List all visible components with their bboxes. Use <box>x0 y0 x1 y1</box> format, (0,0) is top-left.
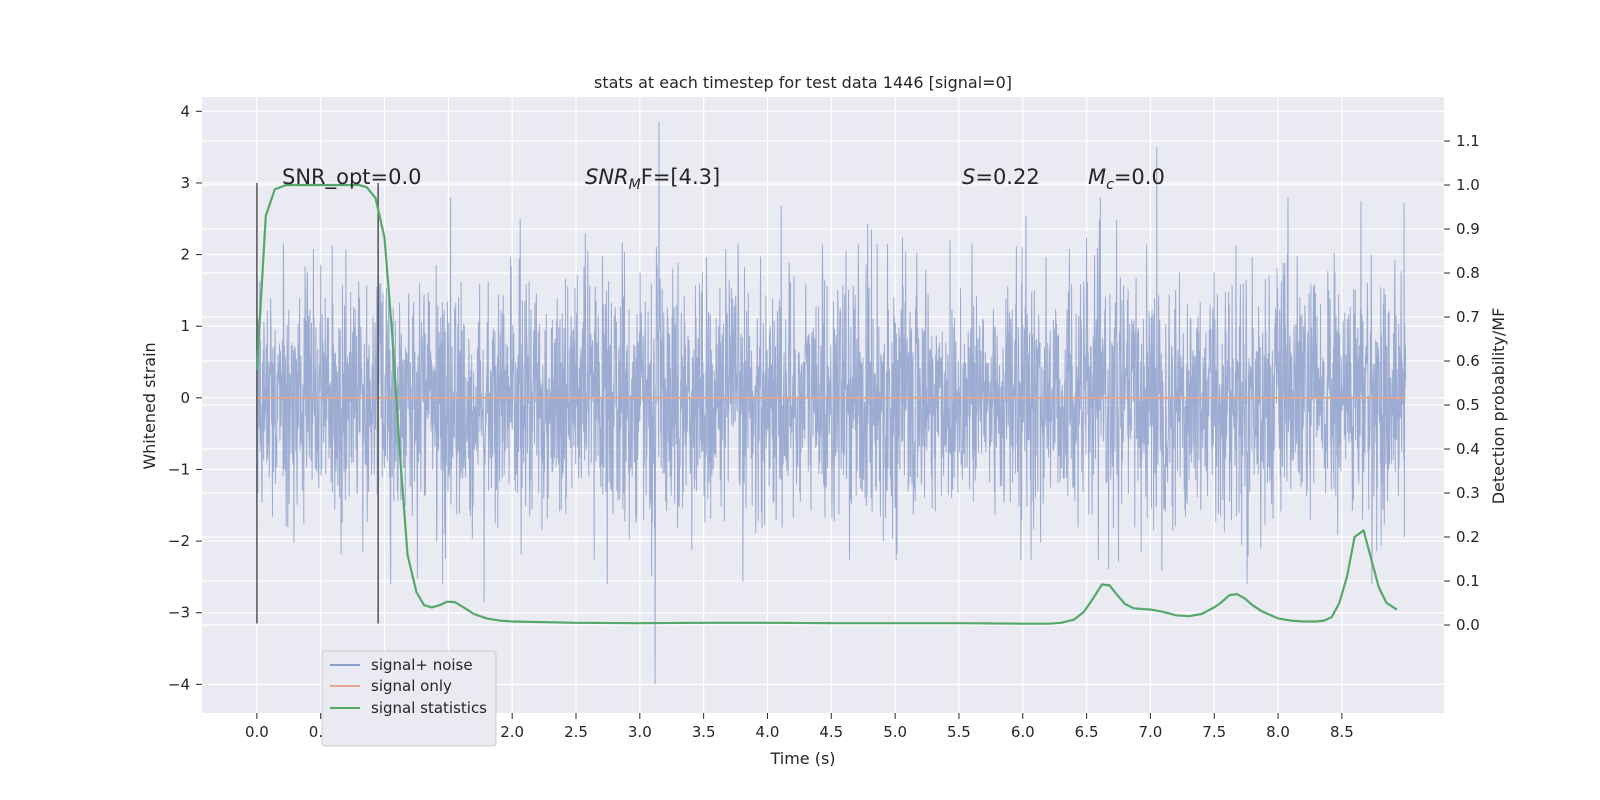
y-right-tick-label: 0.6 <box>1456 352 1480 370</box>
x-tick-label: 8.0 <box>1266 723 1290 741</box>
y-right-tick-label: 1.1 <box>1456 132 1480 150</box>
x-tick-label: 3.5 <box>692 723 716 741</box>
annotation-snr-opt: SNR_opt=0.0 <box>282 165 422 190</box>
annotation-snr-mf: SNRMF=[4.3] <box>585 165 720 193</box>
y-right-tick-label: 0.4 <box>1456 440 1480 458</box>
x-tick-label: 5.0 <box>883 723 907 741</box>
y-tick-label: −2 <box>168 532 190 550</box>
y-tick-label: −1 <box>168 460 190 478</box>
noise-trace <box>256 122 1407 685</box>
legend-label-signal-noise: signal+ noise <box>371 656 473 674</box>
y-right-tick-label: 0.9 <box>1456 220 1480 238</box>
series-signal-noise <box>256 122 1407 685</box>
x-tick-label: 4.0 <box>756 723 780 741</box>
y-axis-label-right: Detection probability/MF <box>1489 308 1508 505</box>
y-right-tick-label: 0.5 <box>1456 396 1480 414</box>
y-right-tick-label: 0.7 <box>1456 308 1480 326</box>
y-tick-label: 4 <box>180 102 190 120</box>
x-tick-label: 7.5 <box>1202 723 1226 741</box>
x-tick-label: 6.0 <box>1011 723 1035 741</box>
x-tick-label: 6.5 <box>1075 723 1099 741</box>
x-tick-label: 2.5 <box>564 723 588 741</box>
legend-label-signal-only: signal only <box>371 677 452 695</box>
chart-title: stats at each timestep for test data 144… <box>594 73 1012 92</box>
y-axis-label: Whitened strain <box>140 342 159 469</box>
legend: signal+ noise signal only signal statist… <box>321 650 497 747</box>
legend-box <box>321 650 497 747</box>
y-tick-label: 3 <box>180 174 190 192</box>
y-right-tick-label: 0.2 <box>1456 528 1480 546</box>
x-tick-label: 2.0 <box>500 723 524 741</box>
y-tick-label: 0 <box>180 389 190 407</box>
x-tick-label: 8.5 <box>1330 723 1354 741</box>
signal-statistics-line <box>255 183 1398 625</box>
y-right-tick-label: 0.3 <box>1456 484 1480 502</box>
x-tick-label: 7.0 <box>1138 723 1162 741</box>
series-signal-statistics <box>255 183 1398 625</box>
y-right-tick-label: 0.1 <box>1456 572 1480 590</box>
y-tick-label: 2 <box>180 246 190 264</box>
annotation-mc: Mc=0.0 <box>1088 165 1165 193</box>
x-tick-label: 4.5 <box>819 723 843 741</box>
annotation-s: S=0.22 <box>962 165 1040 189</box>
window-markers <box>256 182 379 624</box>
legend-label-signal-statistics: signal statistics <box>371 699 487 717</box>
y-tick-label: −3 <box>168 604 190 622</box>
x-axis-label: Time (s) <box>769 749 835 768</box>
left-y-axis: 4 3 2 1 0 −1 −2 −3 −4 <box>168 102 202 693</box>
y-tick-label: −4 <box>168 675 190 693</box>
y-tick-label: 1 <box>180 317 190 335</box>
y-right-tick-label: 0.8 <box>1456 264 1480 282</box>
y-right-tick-label: 0.0 <box>1456 616 1480 634</box>
x-tick-label: 0.0 <box>245 723 269 741</box>
x-tick-label: 5.5 <box>947 723 971 741</box>
right-y-axis: 1.1 1.0 0.9 0.8 0.7 0.6 0.5 0.4 0.3 0.2 0.1 0.0 <box>1444 132 1480 634</box>
x-tick-label: 3.0 <box>628 723 652 741</box>
y-right-tick-label: 1.0 <box>1456 176 1480 194</box>
